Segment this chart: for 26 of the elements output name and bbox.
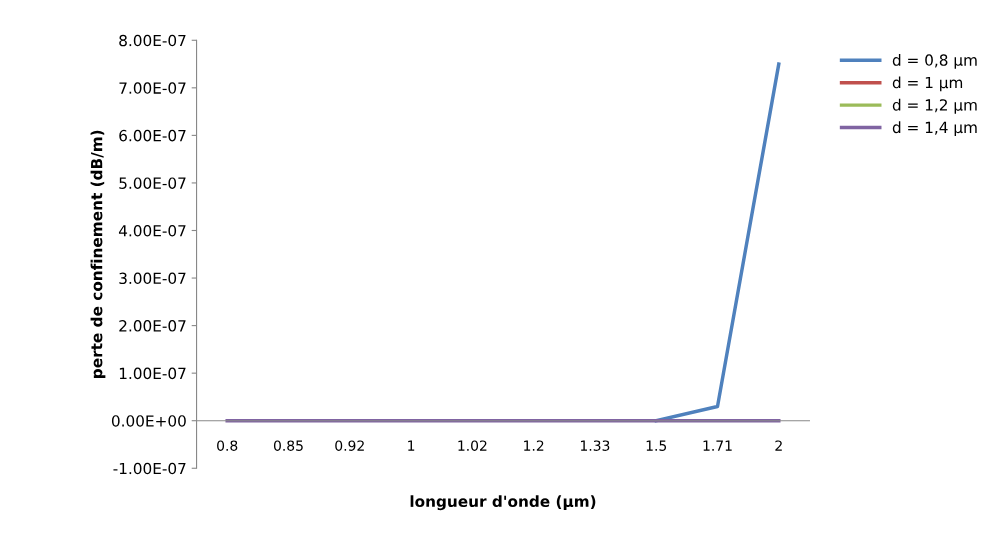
y-tick-label: 7.00E-07 — [119, 82, 186, 94]
y-tick-label: 0.00E+00 — [111, 415, 186, 427]
x-tick-label: 1.5 — [646, 440, 667, 451]
legend-label: d = 1,4 µm — [892, 121, 977, 137]
y-tick-label: 2.00E-07 — [119, 320, 186, 332]
x-tick-label: 2 — [775, 440, 782, 451]
x-axis-title: longueur d'onde (µm) — [410, 495, 596, 511]
y-tick-label: 3.00E-07 — [119, 272, 186, 285]
x-tick-label: 1.71 — [703, 440, 732, 451]
y-tick-label: -1.00E-07 — [113, 462, 186, 475]
x-tick-label: 1.33 — [580, 440, 610, 451]
x-tick-label: 0.85 — [273, 440, 303, 451]
x-tick-label: 0.92 — [335, 440, 364, 451]
y-tick-label: 4.00E-07 — [118, 224, 186, 237]
legend-label: d = 0,8 µm — [892, 54, 977, 69]
x-tick-label: 1 — [408, 440, 415, 451]
y-tick-label: 8.00E-07 — [119, 34, 186, 47]
y-tick-label: 6.00E-07 — [119, 129, 186, 142]
x-tick-label: 0.8 — [217, 440, 238, 451]
x-tick-label: 1.2 — [524, 440, 544, 451]
y-tick-label: 5.00E-07 — [119, 177, 186, 189]
y-tick-label: 1.00E-07 — [119, 367, 186, 380]
legend-label: d = 1 µm — [892, 76, 963, 92]
x-tick-label: 1.02 — [458, 440, 487, 451]
legend-label: d = 1,2 µm — [892, 98, 977, 114]
y-axis-title: perte de confinement (dB/m) — [90, 130, 106, 378]
